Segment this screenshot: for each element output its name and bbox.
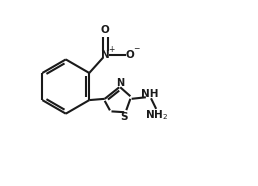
Text: O: O bbox=[126, 50, 135, 60]
Text: −: − bbox=[133, 44, 139, 53]
Text: O: O bbox=[101, 25, 110, 35]
Text: NH$_2$: NH$_2$ bbox=[145, 108, 168, 122]
Text: S: S bbox=[120, 112, 128, 122]
Text: N: N bbox=[101, 50, 110, 60]
Text: N: N bbox=[116, 78, 124, 88]
Text: +: + bbox=[108, 45, 115, 54]
Text: NH: NH bbox=[141, 89, 158, 99]
